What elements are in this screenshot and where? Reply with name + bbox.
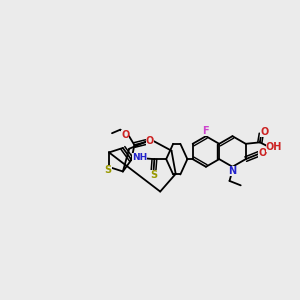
- Text: S: S: [105, 165, 112, 175]
- Text: N: N: [228, 166, 236, 176]
- Text: OH: OH: [266, 142, 282, 152]
- Text: NH: NH: [132, 153, 147, 162]
- Text: O: O: [146, 136, 154, 146]
- Text: O: O: [258, 148, 267, 158]
- Text: O: O: [121, 130, 129, 140]
- Text: O: O: [260, 127, 269, 137]
- Text: S: S: [150, 170, 157, 180]
- Text: F: F: [202, 126, 209, 136]
